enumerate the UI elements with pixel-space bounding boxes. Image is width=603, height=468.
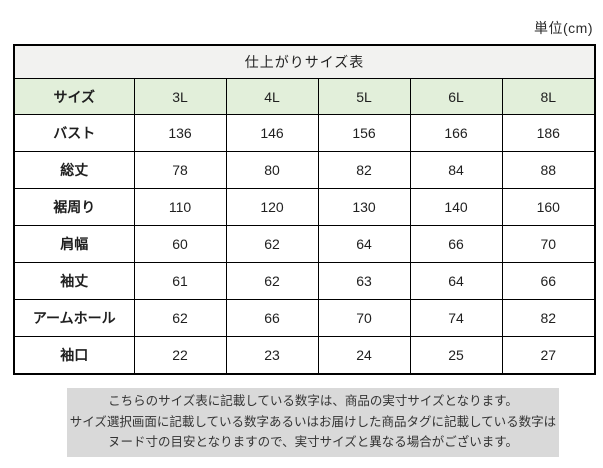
size-value: 78: [133, 151, 227, 189]
size-value: 27: [501, 336, 596, 375]
size-value: 64: [317, 225, 411, 263]
row-label-sleeve-length: 袖丈: [13, 262, 135, 300]
size-value: 160: [501, 188, 596, 226]
size-value: 23: [225, 336, 319, 375]
size-value: 66: [409, 225, 503, 263]
row-label-armhole: アームホール: [13, 299, 135, 337]
size-value: 25: [409, 336, 503, 375]
size-value: 156: [317, 114, 411, 152]
size-value: 110: [133, 188, 227, 226]
table-row-total-length: 総丈 78 80 82 84 88: [13, 151, 596, 189]
size-value: 146: [225, 114, 319, 152]
size-table: 仕上がりサイズ表 サイズ 3L 4L 5L 6L 8L バスト 136 146 …: [13, 44, 596, 375]
header-size-6l: 6L: [409, 78, 503, 115]
table-row-bust: バスト 136 146 156 166 186: [13, 114, 596, 152]
size-value: 66: [225, 299, 319, 337]
table-title: 仕上がりサイズ表: [13, 44, 596, 79]
row-label-total-length: 総丈: [13, 151, 135, 189]
size-value: 63: [317, 262, 411, 300]
size-value: 186: [501, 114, 596, 152]
header-size-4l: 4L: [225, 78, 319, 115]
size-value: 22: [133, 336, 227, 375]
size-value: 74: [409, 299, 503, 337]
table-row-cuff: 袖口 22 23 24 25 27: [13, 336, 596, 375]
table-row-sleeve-length: 袖丈 61 62 63 64 66: [13, 262, 596, 300]
size-value: 62: [225, 262, 319, 300]
size-value: 62: [225, 225, 319, 263]
size-value: 66: [501, 262, 596, 300]
size-value: 24: [317, 336, 411, 375]
size-value: 120: [225, 188, 319, 226]
size-value: 82: [501, 299, 596, 337]
header-size-8l: 8L: [501, 78, 596, 115]
note-line: ヌード寸の目安となりますので、実寸サイズと異なる場合がございます。: [107, 435, 518, 449]
table-header-row: サイズ 3L 4L 5L 6L 8L: [13, 78, 596, 115]
size-value: 166: [409, 114, 503, 152]
size-value: 60: [133, 225, 227, 263]
size-value: 88: [501, 151, 596, 189]
note-line: サイズ選択画面に記載している数字あるいはお届けした商品タグに記載している数字は: [69, 414, 557, 429]
size-value: 64: [409, 262, 503, 300]
size-value: 84: [409, 151, 503, 189]
size-value: 61: [133, 262, 227, 300]
table-row-armhole: アームホール 62 66 70 74 82: [13, 299, 596, 337]
size-value: 136: [133, 114, 227, 152]
row-label-cuff: 袖口: [13, 336, 135, 375]
table-row-hem-circumference: 裾周り 110 120 130 140 160: [13, 188, 596, 226]
size-value: 140: [409, 188, 503, 226]
header-size-label: サイズ: [13, 78, 135, 115]
size-note-box: こちらのサイズ表に記載している数字は、商品の実寸サイズとなります。 サイズ選択画…: [67, 388, 559, 457]
size-value: 82: [317, 151, 411, 189]
unit-label: 単位(cm): [534, 20, 593, 36]
note-line: こちらのサイズ表に記載している数字は、商品の実寸サイズとなります。: [108, 394, 518, 408]
size-value: 62: [133, 299, 227, 337]
table-title-row: 仕上がりサイズ表: [13, 44, 596, 79]
size-value: 80: [225, 151, 319, 189]
size-value: 70: [501, 225, 596, 263]
row-label-shoulder-width: 肩幅: [13, 225, 135, 263]
row-label-bust: バスト: [13, 114, 135, 152]
table-row-shoulder-width: 肩幅 60 62 64 66 70: [13, 225, 596, 263]
size-value: 70: [317, 299, 411, 337]
header-size-5l: 5L: [317, 78, 411, 115]
row-label-hem-circumference: 裾周り: [13, 188, 135, 226]
size-value: 130: [317, 188, 411, 226]
header-size-3l: 3L: [133, 78, 227, 115]
